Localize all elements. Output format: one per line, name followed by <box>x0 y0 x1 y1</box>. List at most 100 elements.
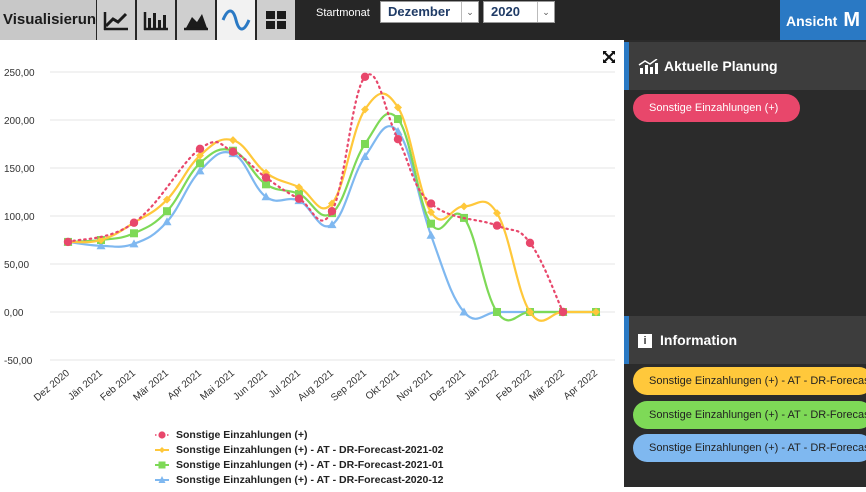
data-point <box>426 199 436 208</box>
legend-marker <box>155 446 169 453</box>
information-item[interactable]: Sonstige Einzahlungen (+) - AT - DR-Fore… <box>633 367 866 395</box>
data-point <box>295 189 303 198</box>
legend-marker <box>155 430 169 439</box>
x-tick-label: Feb 2022 <box>494 368 534 404</box>
month-select[interactable]: Dezember ⌄ <box>380 1 479 23</box>
x-tick-label: Apr 2021 <box>166 368 204 403</box>
planung-title: Aktuelle Planung <box>664 58 778 74</box>
line-chart-icon <box>103 12 128 31</box>
area-chart-button[interactable] <box>177 0 215 40</box>
data-point <box>327 207 337 216</box>
x-tick-label: Jun 2021 <box>231 368 270 403</box>
data-point <box>394 103 402 112</box>
legend-label: Sonstige Einzahlungen (+) - AT - DR-Fore… <box>176 443 444 456</box>
info-icon: i <box>638 334 652 349</box>
x-tick-label: Mär 2022 <box>527 368 567 404</box>
line-chart-button[interactable] <box>97 0 135 40</box>
spline-chart-button[interactable] <box>217 0 255 40</box>
data-point <box>493 308 501 316</box>
data-point <box>393 135 403 144</box>
legend-item[interactable]: Sonstige Einzahlungen (+) - AT - DR-Fore… <box>155 442 444 457</box>
series-line <box>67 125 596 320</box>
ansicht-extra: M <box>843 9 861 31</box>
data-point <box>63 237 73 247</box>
year-select[interactable]: 2020 ⌄ <box>483 1 555 23</box>
legend-item[interactable]: Sonstige Einzahlungen (+) - AT - DR-Fore… <box>155 457 444 472</box>
grid-view-icon <box>266 11 286 29</box>
ansicht-button[interactable]: Ansicht M <box>780 0 866 40</box>
legend-marker <box>155 475 169 483</box>
y-tick-label: 200,00 <box>4 116 35 127</box>
y-tick-label: -50,00 <box>4 356 33 367</box>
legend-item[interactable]: Sonstige Einzahlungen (+) <box>155 427 444 442</box>
data-point <box>261 173 271 182</box>
legend-label: Sonstige Einzahlungen (+) <box>176 428 308 441</box>
expand-icon[interactable] <box>602 50 616 67</box>
side-panel: Aktuelle Planung Sonstige Einzahlungen (… <box>624 40 866 487</box>
area-chart-icon <box>184 14 208 31</box>
chart-legend: Sonstige Einzahlungen (+) Sonstige Einzah… <box>155 427 444 487</box>
x-tick-label: Feb 2021 <box>98 368 138 404</box>
chevron-down-icon: ⌄ <box>537 2 554 22</box>
data-point <box>229 136 237 145</box>
accent-bar <box>624 316 629 364</box>
information-item[interactable]: Sonstige Einzahlungen (+) - AT - DR-Fore… <box>633 434 866 462</box>
data-point <box>558 307 568 317</box>
data-point <box>97 236 105 244</box>
data-point <box>163 195 171 204</box>
spline-chart-icon <box>221 9 251 31</box>
x-tick-label: Mär 2021 <box>131 368 171 404</box>
data-point <box>162 217 172 226</box>
data-point <box>525 238 535 248</box>
y-tick-label: 150,00 <box>4 164 35 175</box>
startmonat-label: Startmonat <box>316 7 370 19</box>
grid-view-button[interactable] <box>257 0 295 40</box>
data-point <box>360 72 370 81</box>
aktuelle-planung-header: Aktuelle Planung <box>624 42 866 90</box>
line-chart: 250,00200,00150,00100,0050,000,00-50,00D… <box>4 68 615 404</box>
series-line <box>67 92 596 322</box>
bar-chart-button[interactable] <box>137 0 175 40</box>
y-tick-label: 0,00 <box>4 308 24 319</box>
data-point <box>228 147 238 156</box>
data-point <box>427 219 435 228</box>
visualisierung-label: Visualisierung <box>0 0 105 40</box>
ansicht-label: Ansicht <box>786 13 838 29</box>
data-point <box>294 194 304 203</box>
data-point <box>492 221 502 230</box>
information-item[interactable]: Sonstige Einzahlungen (+) - AT - DR-Fore… <box>633 401 866 429</box>
bar-chart-icon <box>143 12 168 31</box>
year-select-value: 2020 <box>491 4 520 19</box>
month-select-value: Dezember <box>388 4 451 19</box>
data-point <box>261 192 271 201</box>
data-point <box>394 115 402 124</box>
data-point <box>526 308 534 316</box>
data-point <box>295 183 303 192</box>
data-point <box>196 151 204 160</box>
data-point <box>360 151 370 160</box>
data-point <box>592 308 600 316</box>
data-point <box>262 180 270 189</box>
data-point <box>130 229 138 238</box>
data-point <box>426 230 436 239</box>
x-tick-label: Apr 2022 <box>562 368 600 403</box>
legend-item[interactable]: Sonstige Einzahlungen (+) - AT - DR-Fore… <box>155 472 444 487</box>
x-tick-label: Nov 2021 <box>395 368 435 404</box>
data-point <box>327 220 337 229</box>
series-line <box>66 73 565 314</box>
information-header: i Information <box>624 316 866 364</box>
data-point <box>195 144 205 153</box>
data-point <box>129 239 139 248</box>
planung-item[interactable]: Sonstige Einzahlungen (+) <box>633 94 800 122</box>
data-point <box>459 307 469 316</box>
y-tick-label: 250,00 <box>4 68 35 79</box>
data-point <box>361 140 369 148</box>
accent-bar <box>624 42 629 90</box>
y-tick-label: 100,00 <box>4 212 35 223</box>
data-point <box>196 159 204 168</box>
chart-stats-icon <box>638 58 658 75</box>
top-toolbar: Visualisierung Startmonat Dezember ⌄ 202… <box>0 0 866 40</box>
x-tick-label: Sep 2021 <box>329 368 369 404</box>
data-point <box>427 208 435 217</box>
x-tick-label: Dez 2021 <box>428 368 468 404</box>
